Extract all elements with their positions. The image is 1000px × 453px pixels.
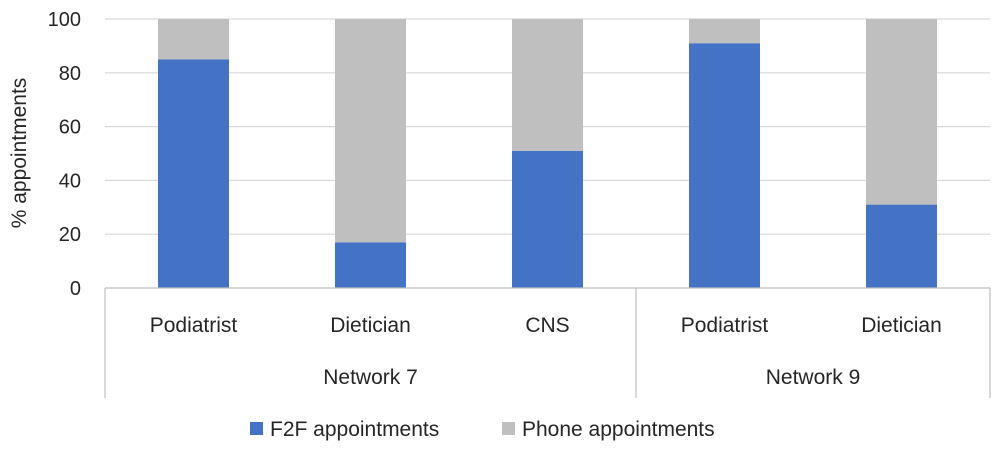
bar-phone: [512, 19, 583, 151]
bar-phone: [158, 19, 229, 60]
bar-phone: [335, 19, 406, 243]
x-category-label: Dietician: [861, 314, 942, 337]
legend-label: Phone appointments: [522, 418, 715, 441]
legend-swatch: [502, 422, 515, 435]
legend: F2F appointments Phone appointments: [250, 418, 715, 441]
bar-f2f: [866, 204, 937, 288]
y-tick-label: 20: [59, 224, 81, 246]
bar-f2f: [335, 242, 406, 288]
x-category-label: CNS: [525, 314, 569, 337]
x-category-label: Podiatrist: [681, 314, 769, 337]
axis-labels: 0 20 40 60 80 100 Podiatrist Dietician CNS Podiat…: [48, 9, 942, 389]
bar-f2f: [512, 150, 583, 288]
legend-swatch: [250, 422, 263, 435]
x-group-label: Network 7: [323, 366, 418, 389]
x-group-label: Network 9: [766, 366, 861, 389]
x-category-label: Dietician: [330, 314, 411, 337]
bars: [158, 19, 937, 289]
bar-phone: [866, 19, 937, 205]
y-axis-label: % appointments: [8, 78, 31, 229]
x-category-label: Podiatrist: [150, 314, 238, 337]
axes: [104, 287, 991, 398]
y-tick-label: 60: [59, 117, 81, 139]
bar-phone: [689, 19, 760, 44]
bar-f2f: [158, 59, 229, 288]
y-tick-label: 0: [70, 278, 81, 300]
bar-f2f: [689, 43, 760, 289]
y-tick-label: 100: [48, 9, 81, 31]
legend-label: F2F appointments: [270, 418, 439, 441]
y-tick-label: 40: [59, 170, 81, 192]
y-tick-label: 80: [59, 63, 81, 85]
